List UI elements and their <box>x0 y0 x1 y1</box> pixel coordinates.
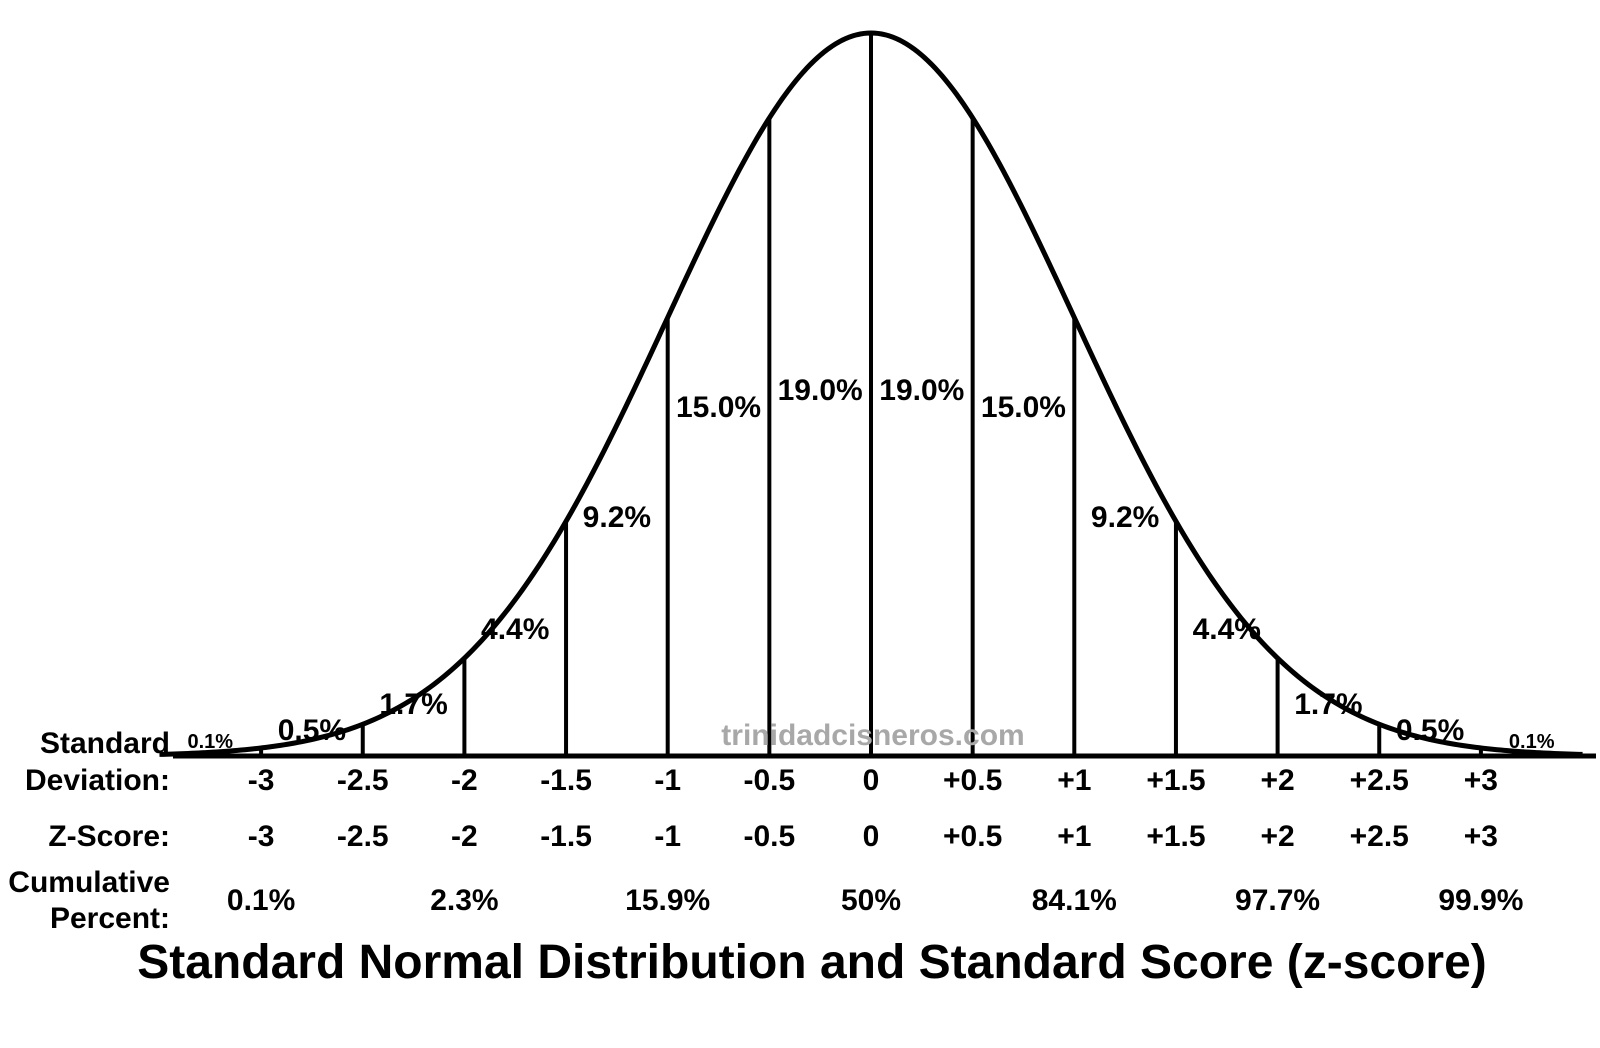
chart-title: Standard Normal Distribution and Standar… <box>137 936 1487 989</box>
tick-label-zscore: -2 <box>451 820 478 853</box>
tick-label-cumulative: 97.7% <box>1235 884 1320 917</box>
section-percent-labels: 0.1% 0.5% 1.7% 4.4% 9.2% 15.0% 19.0% 19.0% 15.0%… <box>187 374 1554 753</box>
tick-label-zscore: -1.5 <box>540 820 592 853</box>
section-percent-label: 0.1% <box>187 731 233 753</box>
section-percent-label: 0.5% <box>278 714 346 747</box>
section-dividers <box>259 33 1483 756</box>
tick-label-sd: +1 <box>1057 764 1091 797</box>
tick-label-cumulative: 84.1% <box>1032 884 1117 917</box>
tick-label-sd: +1.5 <box>1146 764 1205 797</box>
tick-label-zscore: +2.5 <box>1350 820 1409 853</box>
section-percent-label: 4.4% <box>481 613 549 646</box>
tick-label-zscore: -2.5 <box>337 820 389 853</box>
tick-label-sd: -3 <box>248 764 275 797</box>
section-percent-label: 15.0% <box>676 391 761 424</box>
section-percent-label: 15.0% <box>981 391 1066 424</box>
row-header-zscore: Z-Score: <box>48 820 170 853</box>
row-header-cumulative: Cumulative <box>8 866 170 899</box>
tick-label-zscore: 0 <box>863 820 880 853</box>
tick-label-zscore: +3 <box>1464 820 1498 853</box>
section-percent-label: 0.5% <box>1396 714 1464 747</box>
section-percent-label: 0.1% <box>1509 731 1555 753</box>
tick-label-cumulative: 2.3% <box>430 884 498 917</box>
tick-label-zscore: +0.5 <box>943 820 1002 853</box>
tick-label-sd: 0 <box>863 764 880 797</box>
tick-label-cumulative: 0.1% <box>227 884 295 917</box>
tick-label-cumulative: 50% <box>841 884 901 917</box>
tick-label-sd: +2 <box>1260 764 1294 797</box>
tick-label-zscore: -1 <box>654 820 681 853</box>
section-percent-label: 1.7% <box>1294 688 1362 721</box>
tick-label-sd: -2 <box>451 764 478 797</box>
section-percent-label: 9.2% <box>1091 501 1159 534</box>
tick-label-sd: -2.5 <box>337 764 389 797</box>
tick-label-sd: +0.5 <box>943 764 1002 797</box>
tick-label-sd: -1 <box>654 764 681 797</box>
row-header-sd: Deviation: <box>25 764 170 797</box>
tick-label-cumulative: 15.9% <box>625 884 710 917</box>
tick-label-zscore: -3 <box>248 820 275 853</box>
tick-label-zscore: -0.5 <box>743 820 795 853</box>
row-header-sd: Standard <box>40 727 170 760</box>
tick-label-sd: -0.5 <box>743 764 795 797</box>
section-percent-label: 19.0% <box>879 374 964 407</box>
tick-label-zscore: +1 <box>1057 820 1091 853</box>
section-percent-label: 1.7% <box>379 688 447 721</box>
tick-label-sd: +2.5 <box>1350 764 1409 797</box>
section-percent-label: 9.2% <box>583 501 651 534</box>
watermark: trinidadcisneros.com <box>721 719 1024 752</box>
tick-label-zscore: +1.5 <box>1146 820 1205 853</box>
tick-label-sd: +3 <box>1464 764 1498 797</box>
score-rows: Standard Deviation: -3 -2.5 -2 -1.5 -1 -0.5 0 +0.… <box>8 727 1523 935</box>
row-header-cumulative: Percent: <box>50 902 170 935</box>
tick-label-cumulative: 99.9% <box>1438 884 1523 917</box>
section-percent-label: 19.0% <box>778 374 863 407</box>
tick-label-zscore: +2 <box>1260 820 1294 853</box>
section-percent-label: 4.4% <box>1193 613 1261 646</box>
tick-label-sd: -1.5 <box>540 764 592 797</box>
